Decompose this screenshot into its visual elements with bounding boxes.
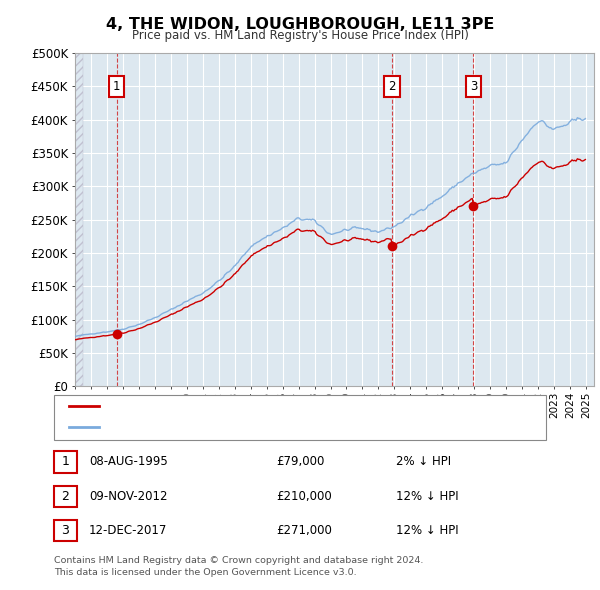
Text: 2% ↓ HPI: 2% ↓ HPI	[396, 455, 451, 468]
Text: HPI: Average price, detached house, Charnwood: HPI: Average price, detached house, Char…	[105, 422, 369, 432]
Text: 2: 2	[388, 80, 395, 93]
Text: £271,000: £271,000	[276, 524, 332, 537]
Text: 4, THE WIDON, LOUGHBOROUGH, LE11 3PE: 4, THE WIDON, LOUGHBOROUGH, LE11 3PE	[106, 17, 494, 31]
Text: 1: 1	[61, 455, 70, 468]
Text: 08-AUG-1995: 08-AUG-1995	[89, 455, 167, 468]
Text: 4, THE WIDON, LOUGHBOROUGH, LE11 3PE (detached house): 4, THE WIDON, LOUGHBOROUGH, LE11 3PE (de…	[105, 401, 443, 411]
Text: This data is licensed under the Open Government Licence v3.0.: This data is licensed under the Open Gov…	[54, 568, 356, 577]
Bar	[75, 53, 83, 386]
Text: £79,000: £79,000	[276, 455, 325, 468]
Text: 09-NOV-2012: 09-NOV-2012	[89, 490, 167, 503]
Text: Price paid vs. HM Land Registry's House Price Index (HPI): Price paid vs. HM Land Registry's House …	[131, 30, 469, 42]
Text: 3: 3	[470, 80, 477, 93]
Text: 12-DEC-2017: 12-DEC-2017	[89, 524, 167, 537]
Text: 12% ↓ HPI: 12% ↓ HPI	[396, 490, 458, 503]
Text: 2: 2	[61, 490, 70, 503]
Text: 3: 3	[61, 524, 70, 537]
Text: Contains HM Land Registry data © Crown copyright and database right 2024.: Contains HM Land Registry data © Crown c…	[54, 556, 424, 565]
Text: £210,000: £210,000	[276, 490, 332, 503]
Text: 12% ↓ HPI: 12% ↓ HPI	[396, 524, 458, 537]
Text: 1: 1	[113, 80, 121, 93]
